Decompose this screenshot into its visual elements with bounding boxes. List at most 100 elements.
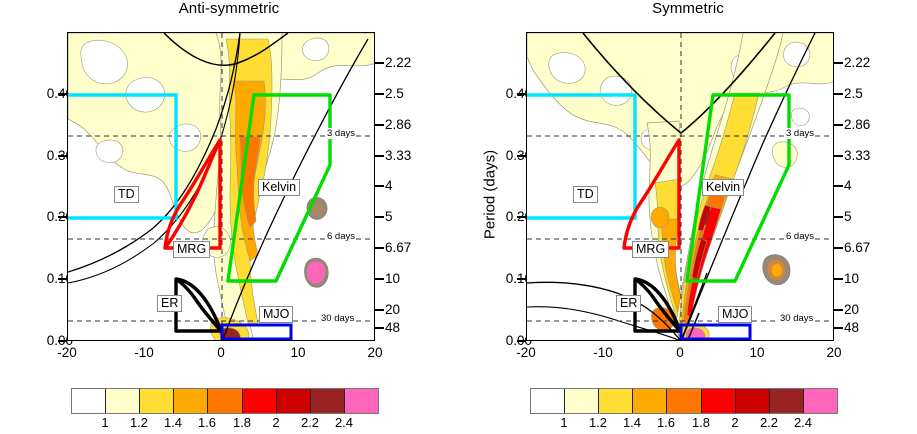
dispersion-curve: [68, 33, 241, 273]
colorbar-cell-8: [803, 389, 837, 413]
dispersion-curve-kelvin: [222, 38, 369, 340]
region-label-er: ER: [157, 295, 183, 312]
xtick-left-2: 0: [217, 345, 225, 360]
region-box-mrg[interactable]: [163, 138, 222, 250]
y2tick-right-4: 4: [844, 178, 852, 193]
y2tickmark: [375, 278, 384, 280]
colorbar-tick-4: 1.8: [232, 415, 252, 430]
region-box-mjo[interactable]: [220, 323, 293, 340]
y2tick-right-5: 5: [844, 209, 852, 224]
spectrum-plot-symmetric: [527, 33, 833, 340]
ytickmark: [517, 278, 526, 280]
isolated-blob-brown: [762, 254, 791, 286]
dispersion-curve-er: [527, 281, 682, 340]
colorbar-cell-7: [769, 389, 804, 413]
plot-area-antisymmetric[interactable]: TD MRG Kelvin ER MJO 3 days 6 days 30 da…: [67, 32, 375, 341]
y2tick-left-6: 6.67: [385, 240, 412, 255]
colorbar-cell-3: [633, 389, 668, 413]
region-box-mrg[interactable]: [622, 138, 681, 250]
dispersion-curve-short2: [687, 312, 700, 340]
colorbar-cell-1: [106, 389, 141, 413]
xtick-right-1: -10: [593, 345, 613, 360]
region-label-mjo: MJO: [259, 306, 294, 323]
ytickmark: [517, 155, 526, 157]
colorbar-tick-6: 2.2: [759, 415, 779, 430]
colorbar-tick-5: 2: [272, 415, 280, 430]
panel-title-antisymmetric: Anti-symmetric: [178, 0, 280, 17]
y2tickmark: [375, 155, 384, 157]
contour-hole: [548, 52, 586, 84]
y2tickmark: [375, 216, 384, 218]
y2tickmark: [834, 93, 843, 95]
colorbar-cell-6: [276, 389, 311, 413]
colorbar-cell-1: [565, 389, 600, 413]
colorbar-cell-6: [735, 389, 770, 413]
colorbar-tick-2: 1.4: [163, 415, 183, 430]
colorbar-cell-4: [667, 389, 702, 413]
period-label-30-days: 30 days: [779, 313, 815, 324]
region-label-er: ER: [616, 295, 642, 312]
region-box-mjo[interactable]: [679, 323, 752, 340]
region-box-td[interactable]: [527, 93, 637, 220]
period-label-3-days: 3 days: [785, 128, 815, 139]
colorbar-tick-4: 1.8: [691, 415, 711, 430]
colorbar-cell-4: [208, 389, 243, 413]
y2tickmark: [375, 124, 384, 126]
period-label-3-days: 3 days: [326, 128, 356, 139]
y2tick-left-7: 10: [385, 271, 401, 286]
colorbar-cell-3: [174, 389, 209, 413]
contour-hole: [599, 75, 633, 106]
contour-hole: [95, 139, 124, 164]
colorbar-cell-2: [140, 389, 175, 413]
y2tick-right-0: 2.22: [844, 55, 871, 70]
y2tickmark: [834, 309, 843, 311]
y2tick-right-2: 2.86: [844, 117, 871, 132]
colorbar-tick-7: 2.4: [334, 415, 354, 430]
contour-kelvin-core: [704, 210, 711, 225]
y2tick-left-3: 3.33: [385, 148, 412, 163]
contour-hole: [80, 40, 128, 85]
y2tickmark: [834, 278, 843, 280]
colorbar-antisymmetric: [71, 388, 379, 414]
colorbar-tick-3: 1.6: [656, 415, 676, 430]
y2tickmark: [375, 247, 384, 249]
colorbar-tick-6: 2.2: [300, 415, 320, 430]
colorbar-tick-0: 1: [560, 415, 568, 430]
ytickmark: [58, 155, 67, 157]
region-label-mjo: MJO: [718, 306, 753, 323]
plot-area-symmetric[interactable]: TD MRG Kelvin ER MJO 3 days 6 days 30 da…: [526, 32, 834, 341]
colorbar-tick-1: 1.2: [588, 415, 608, 430]
y2tick-right-9: 48: [844, 320, 860, 335]
colorbar-cell-5: [242, 389, 277, 413]
ytickmark: [58, 278, 67, 280]
region-label-kelvin: Kelvin: [258, 179, 301, 196]
y2tick-left-9: 48: [385, 320, 401, 335]
colorbar-cell-8: [344, 389, 378, 413]
region-box-td[interactable]: [68, 93, 178, 220]
colorbar-tick-1: 1.2: [129, 415, 149, 430]
region-label-mrg: MRG: [173, 241, 211, 258]
contour-hole: [783, 41, 811, 68]
period-label-6-days: 6 days: [326, 231, 356, 242]
dispersion-curve: [163, 33, 289, 67]
contour-patch: [651, 307, 675, 331]
colorbar-cell-0: [72, 389, 107, 413]
colorbar-tick-2: 1.4: [622, 415, 642, 430]
y2tickmark: [375, 93, 384, 95]
region-edge-er: [634, 277, 682, 332]
contour-patch-mjo-core: [219, 327, 241, 340]
y2tickmark: [375, 327, 384, 329]
colorbar-cell-7: [310, 389, 345, 413]
colorbar-cell-5: [701, 389, 736, 413]
ytickmark: [58, 216, 67, 218]
y2tick-right-3: 3.33: [844, 148, 871, 163]
contour-patch-right: [771, 141, 798, 168]
ytickmark: [58, 93, 67, 95]
spectrum-plot-antisymmetric: [68, 33, 374, 340]
y2tickmark: [834, 327, 843, 329]
period-label-6-days: 6 days: [785, 231, 815, 242]
y2tickmark: [834, 124, 843, 126]
region-box-er[interactable]: [174, 277, 223, 333]
xtick-left-4: 20: [367, 345, 383, 360]
y2tickmark: [375, 309, 384, 311]
